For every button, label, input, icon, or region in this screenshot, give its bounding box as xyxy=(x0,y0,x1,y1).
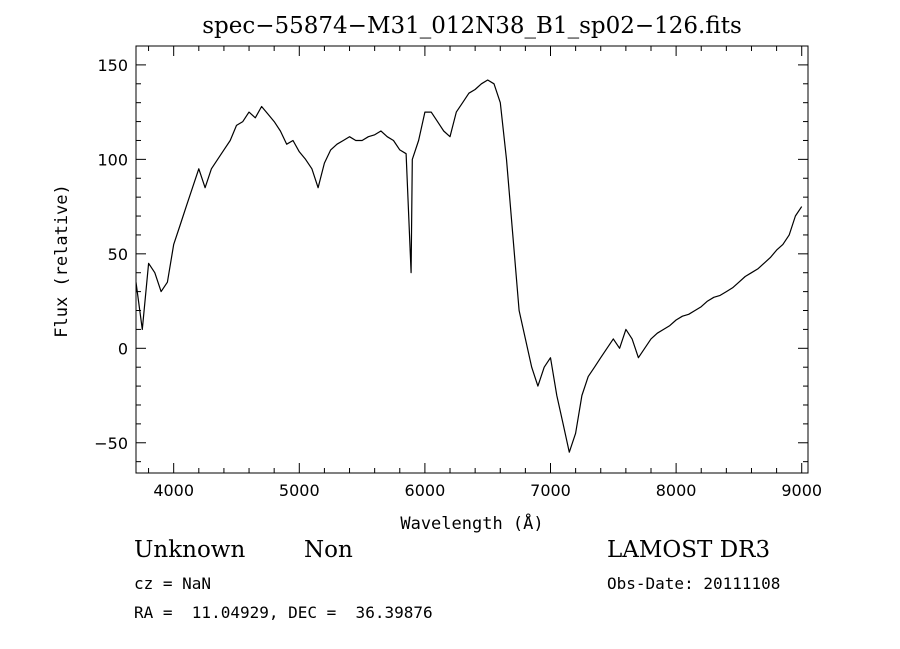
x-axis: 4000 5000 6000 7000 8000 9000 xyxy=(148,46,822,500)
x-tick-label: 7000 xyxy=(530,481,571,500)
chart-title: spec−55874−M31_012N38_B1_sp02−126.fits xyxy=(202,13,742,39)
redshift-cz: cz = NaN xyxy=(134,574,212,593)
obs-date: Obs-Date: 20111108 xyxy=(607,574,781,593)
y-tick-label: 0 xyxy=(118,339,128,358)
coordinates: RA = 11.04929, DEC = 36.39876 xyxy=(134,603,433,622)
x-tick-label: 5000 xyxy=(279,481,320,500)
object-subclass: Non xyxy=(304,537,353,563)
x-tick-label: 9000 xyxy=(781,481,822,500)
y-tick-label: 50 xyxy=(108,245,128,264)
spectrum-line xyxy=(136,79,803,453)
survey-name: LAMOST DR3 xyxy=(607,537,771,563)
y-tick-label: 100 xyxy=(97,150,128,169)
y-tick-label: −50 xyxy=(94,434,128,453)
y-axis: −50 0 50 100 150 xyxy=(94,56,808,463)
object-class: Unknown xyxy=(134,537,246,563)
spectrum-series xyxy=(136,79,803,453)
x-tick-label: 8000 xyxy=(656,481,697,500)
x-axis-label: Wavelength (Å) xyxy=(400,512,543,534)
spectrum-chart: spec−55874−M31_012N38_B1_sp02−126.fits 4… xyxy=(52,13,822,534)
y-axis-label: Flux (relative) xyxy=(52,184,72,338)
x-tick-label: 6000 xyxy=(405,481,446,500)
plot-area: 4000 5000 6000 7000 8000 9000 −50 0 50 100 150 xyxy=(94,45,822,500)
x-tick-label: 4000 xyxy=(153,481,194,500)
plot-frame xyxy=(135,45,809,474)
y-tick-label: 150 xyxy=(97,56,128,75)
